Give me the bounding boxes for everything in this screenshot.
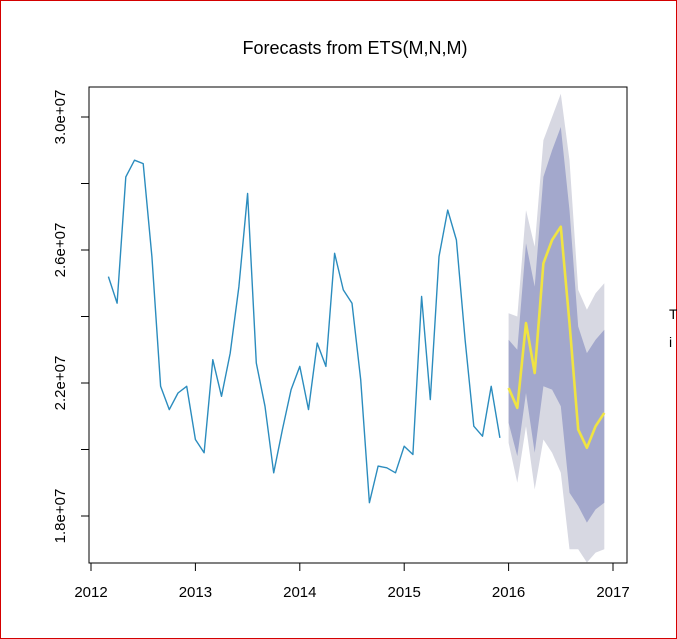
- prediction-intervals: [508, 93, 605, 563]
- y-tick-label-2.2e+07: 2.2e+07: [52, 356, 69, 411]
- data-lines: [107, 159, 606, 504]
- x-tick-label-2012: 2012: [74, 584, 107, 601]
- prediction-interval-80: [508, 127, 605, 523]
- y-tick-label-1.8e+07: 1.8e+07: [52, 489, 69, 544]
- y-tick-label-2.6e+07: 2.6e+07: [52, 223, 69, 278]
- x-axis: 2012 2013 2014 2015 2016 2017: [74, 562, 630, 601]
- clipped-side-text-line-2: i: [669, 334, 673, 350]
- x-tick-label-2015: 2015: [388, 584, 421, 601]
- clipped-side-text-line-1: T: [669, 306, 677, 322]
- forecast-line: [507, 225, 606, 450]
- y-axis: 1.8e+07 2.2e+07 2.6e+07 3.0e+07: [52, 90, 90, 544]
- x-tick-label-2017: 2017: [596, 584, 629, 601]
- y-tick-label-3.0e+07: 3.0e+07: [52, 90, 69, 145]
- x-tick-label-2013: 2013: [179, 584, 212, 601]
- x-tick-label-2014: 2014: [283, 584, 316, 601]
- actual-series-line: [107, 159, 501, 504]
- x-tick-label-2016: 2016: [492, 584, 525, 601]
- clipped-side-text: T i: [669, 300, 677, 356]
- chart-title: Forecasts from ETS(M,N,M): [242, 38, 467, 58]
